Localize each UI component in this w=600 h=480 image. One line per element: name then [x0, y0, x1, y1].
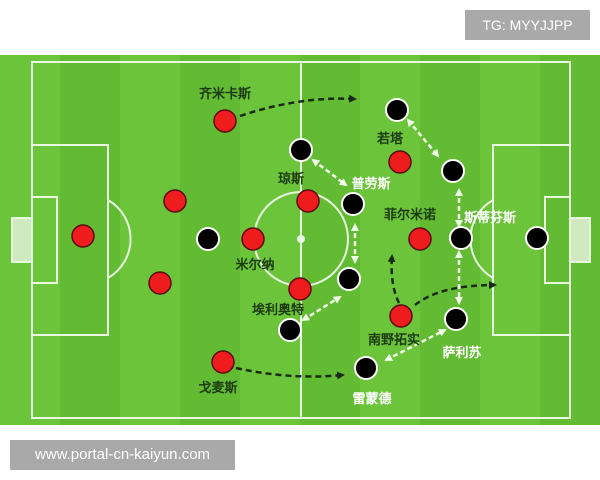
player-name-jones: 琼斯	[278, 171, 304, 187]
black-team-player	[385, 98, 409, 122]
black-team-player	[525, 226, 549, 250]
player-name-gomez: 戈麦斯	[198, 380, 237, 396]
player-name-elliott: 埃利奥特	[252, 302, 304, 318]
black-team-player	[289, 138, 313, 162]
black-team-player	[337, 267, 361, 291]
player-name-jota: 若塔	[376, 131, 404, 147]
black-team-player	[278, 318, 302, 342]
red-team-player	[288, 277, 312, 301]
red-team-player	[213, 109, 237, 133]
red-team-player	[388, 150, 412, 174]
black-team-player	[444, 307, 468, 331]
player-name-prowse: 普劳斯	[351, 176, 390, 192]
player-name-redmond: 雷蒙德	[352, 391, 391, 407]
marking-arrow	[384, 328, 447, 362]
player-name-salisu: 萨利苏	[442, 345, 481, 361]
black-team-player	[341, 192, 365, 216]
red-team-player	[163, 189, 187, 213]
red-team-player	[71, 224, 95, 248]
marking-arrow	[311, 158, 348, 187]
red-team-player	[241, 227, 265, 251]
red-team-player	[389, 304, 413, 328]
center-spot	[297, 235, 305, 243]
red-team-player	[296, 189, 320, 213]
red-team-player	[211, 350, 235, 374]
grass-stripe	[300, 55, 360, 425]
black-team-player	[441, 159, 465, 183]
left-goal-net	[11, 217, 33, 263]
player-name-minamino_red_1: 齐米卡斯	[199, 86, 251, 102]
player-name-minamino: 南野拓实	[368, 332, 420, 348]
run-arrow	[239, 94, 357, 118]
red-team-player	[148, 271, 172, 295]
black-team-player	[196, 227, 220, 251]
red-team-player	[408, 227, 432, 251]
telegram-watermark: TG: MYYJJPP	[465, 10, 590, 40]
black-team-player	[449, 226, 473, 250]
run-arrow	[235, 366, 345, 380]
player-name-milner: 米尔纳	[235, 257, 274, 273]
marking-arrow	[301, 295, 342, 322]
player-name-stephens: 斯蒂芬斯	[464, 210, 516, 226]
right-goal-net	[569, 217, 591, 263]
black-team-player	[354, 356, 378, 380]
left-penalty-arc	[107, 199, 132, 279]
run-arrow	[387, 254, 401, 304]
run-arrow	[414, 281, 497, 306]
player-name-firmino: 菲尔米诺	[384, 207, 436, 223]
website-watermark: www.portal-cn-kaiyun.com	[10, 440, 235, 470]
